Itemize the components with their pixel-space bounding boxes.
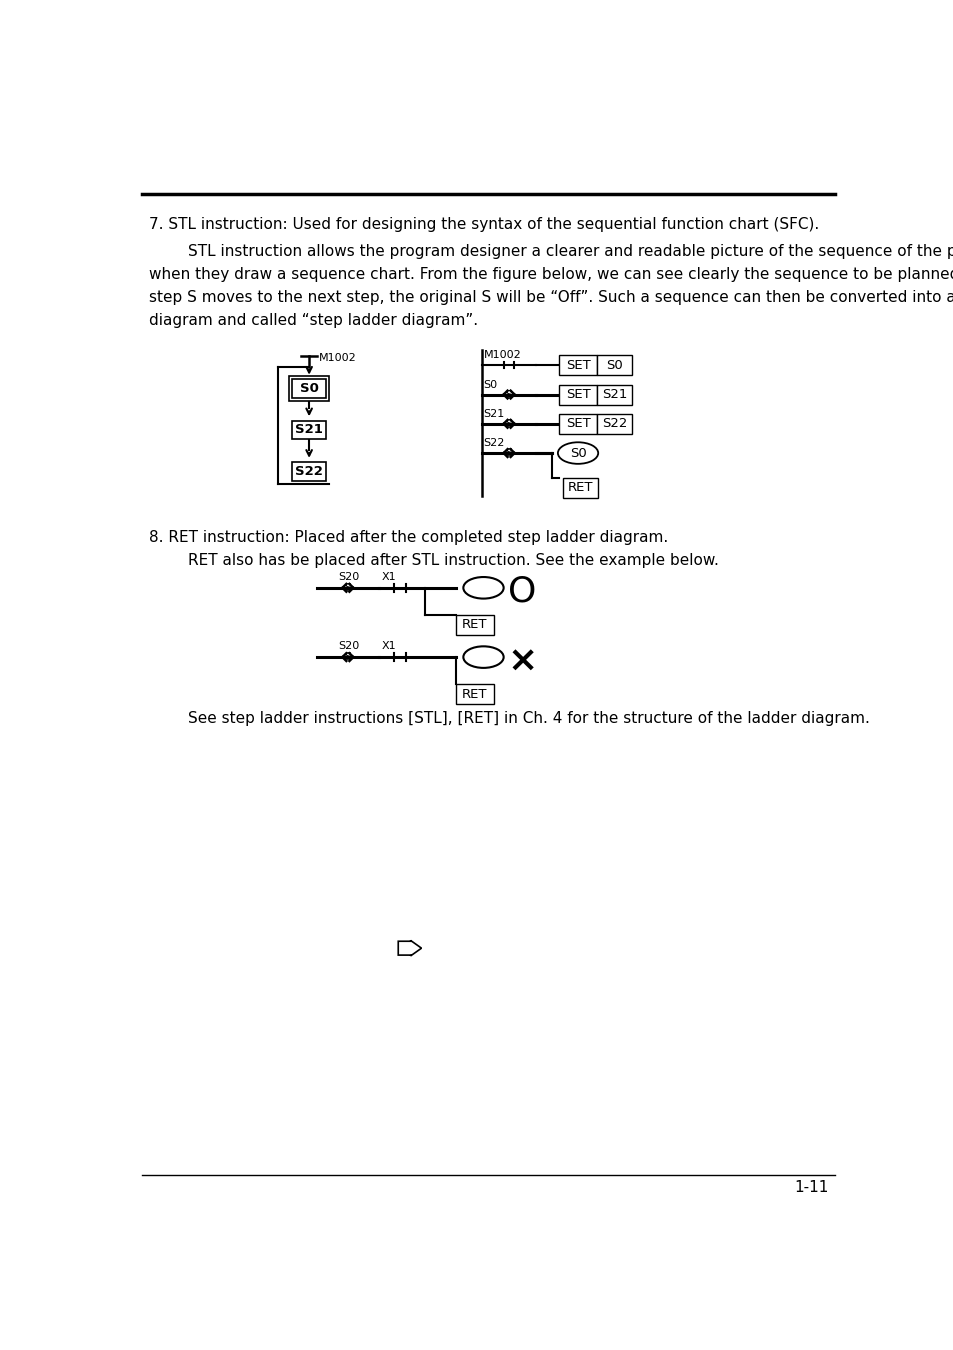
Text: S20: S20 (337, 572, 358, 582)
Text: 1-11: 1-11 (794, 1180, 828, 1195)
Ellipse shape (463, 647, 503, 668)
Text: when they draw a sequence chart. From the figure below, we can see clearly the s: when they draw a sequence chart. From th… (149, 267, 953, 282)
Text: S22: S22 (601, 417, 626, 431)
Text: S21: S21 (601, 387, 626, 401)
Text: diagram and called “step ladder diagram”.: diagram and called “step ladder diagram”… (149, 313, 477, 328)
Polygon shape (397, 941, 421, 956)
Text: X1: X1 (381, 572, 395, 582)
Text: S22: S22 (483, 437, 504, 448)
Text: S: S (505, 418, 512, 429)
Text: ×: × (507, 644, 537, 678)
Bar (558, 385, 596, 405)
Text: RET: RET (462, 618, 487, 632)
Text: S0: S0 (483, 379, 497, 390)
Text: RET: RET (567, 481, 593, 494)
Text: 8. RET instruction: Placed after the completed step ladder diagram.: 8. RET instruction: Placed after the com… (149, 531, 667, 545)
Text: S21: S21 (294, 424, 323, 436)
Text: S0: S0 (569, 447, 586, 459)
Text: SET: SET (565, 359, 590, 371)
Bar (292, 462, 326, 481)
Text: S: S (505, 448, 512, 458)
Bar (456, 684, 493, 705)
Text: S: S (344, 652, 351, 662)
Bar (596, 355, 632, 375)
Bar (456, 614, 493, 634)
Text: S: S (344, 583, 351, 593)
Text: S: S (505, 390, 512, 400)
Bar (596, 385, 632, 405)
Bar (562, 478, 598, 498)
Text: step S moves to the next step, the original S will be “Off”. Such a sequence can: step S moves to the next step, the origi… (149, 290, 953, 305)
Text: S20: S20 (337, 641, 358, 651)
Text: S21: S21 (483, 409, 504, 418)
Text: RET also has be placed after STL instruction. See the example below.: RET also has be placed after STL instruc… (149, 554, 718, 568)
Text: S22: S22 (294, 464, 323, 478)
Text: RET: RET (462, 687, 487, 701)
Text: X1: X1 (381, 641, 395, 651)
Bar (596, 414, 632, 433)
Ellipse shape (463, 576, 503, 598)
Text: M1002: M1002 (319, 352, 356, 363)
Bar (558, 414, 596, 433)
Text: O: O (508, 575, 536, 609)
Text: STL instruction allows the program designer a clearer and readable picture of th: STL instruction allows the program desig… (149, 243, 953, 259)
Ellipse shape (558, 443, 598, 464)
Text: SET: SET (565, 417, 590, 431)
Text: SET: SET (565, 387, 590, 401)
Text: M1002: M1002 (483, 350, 520, 360)
Bar (289, 377, 329, 401)
Text: S0: S0 (605, 359, 622, 371)
Text: 7. STL instruction: Used for designing the syntax of the sequential function cha: 7. STL instruction: Used for designing t… (149, 217, 818, 232)
Bar (292, 421, 326, 439)
Text: S0: S0 (299, 382, 318, 396)
Text: See step ladder instructions [STL], [RET] in Ch. 4 for the structure of the ladd: See step ladder instructions [STL], [RET… (149, 711, 869, 726)
Bar (558, 355, 596, 375)
Bar (292, 379, 326, 398)
